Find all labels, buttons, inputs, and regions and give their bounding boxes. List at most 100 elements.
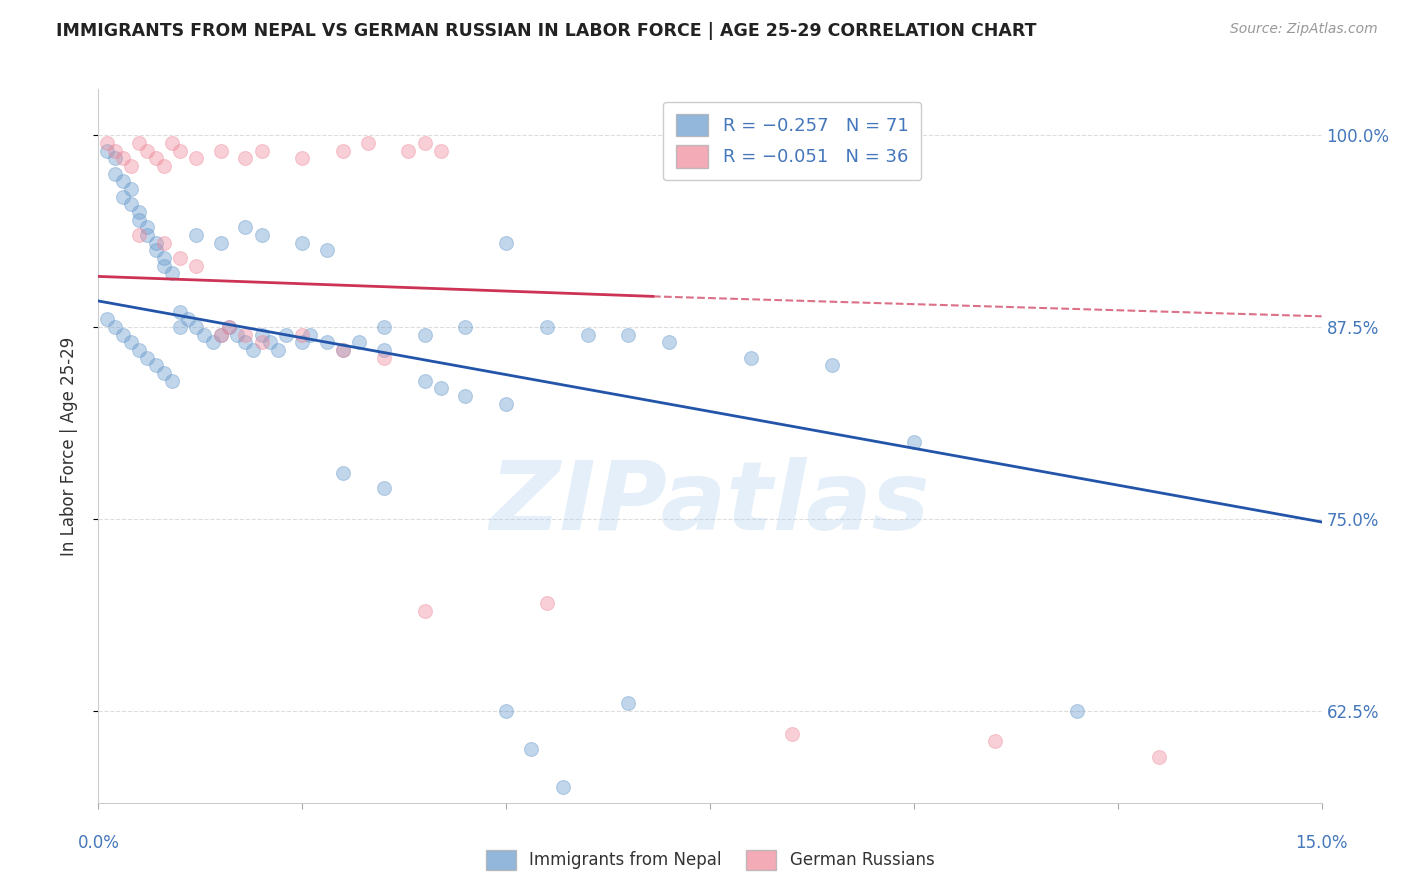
Point <box>145 359 167 373</box>
Text: 15.0%: 15.0% <box>1295 834 1348 852</box>
Point <box>413 327 436 342</box>
Text: ZIPatlas: ZIPatlas <box>489 457 931 549</box>
Point <box>169 304 191 318</box>
Point <box>233 327 256 342</box>
Point <box>169 320 191 334</box>
Point <box>145 235 167 250</box>
Point <box>413 374 436 388</box>
Point <box>315 335 337 350</box>
Point <box>332 343 354 357</box>
Point <box>226 327 249 342</box>
Point <box>177 312 200 326</box>
Point <box>152 259 174 273</box>
Point <box>356 136 378 150</box>
Point <box>136 227 159 242</box>
Point <box>96 312 118 326</box>
Point <box>242 343 264 357</box>
Point <box>120 159 142 173</box>
Point <box>780 727 803 741</box>
Point <box>259 335 281 350</box>
Point <box>186 259 208 273</box>
Point <box>160 136 183 150</box>
Point <box>120 197 142 211</box>
Point <box>186 320 208 334</box>
Point <box>218 320 240 334</box>
Point <box>186 151 208 165</box>
Point <box>495 704 517 718</box>
Point <box>104 167 127 181</box>
Point <box>267 343 290 357</box>
Point <box>111 327 134 342</box>
Point <box>1147 749 1170 764</box>
Point <box>903 435 925 450</box>
Point <box>145 151 167 165</box>
Point <box>740 351 762 365</box>
Point <box>96 144 118 158</box>
Point <box>315 244 337 258</box>
Point <box>209 327 232 342</box>
Point <box>553 780 575 795</box>
Point <box>160 374 183 388</box>
Point <box>136 144 159 158</box>
Point <box>136 220 159 235</box>
Point <box>291 235 314 250</box>
Point <box>145 244 167 258</box>
Point <box>332 343 354 357</box>
Point <box>332 466 354 480</box>
Point <box>160 266 183 280</box>
Point <box>984 734 1007 748</box>
Point <box>250 327 273 342</box>
Text: IMMIGRANTS FROM NEPAL VS GERMAN RUSSIAN IN LABOR FORCE | AGE 25-29 CORRELATION C: IMMIGRANTS FROM NEPAL VS GERMAN RUSSIAN … <box>56 22 1036 40</box>
Point <box>169 251 191 265</box>
Point <box>274 327 297 342</box>
Point <box>128 212 150 227</box>
Point <box>373 351 395 365</box>
Point <box>250 335 273 350</box>
Point <box>495 235 517 250</box>
Point <box>617 327 640 342</box>
Point <box>104 151 127 165</box>
Point <box>454 320 477 334</box>
Point <box>169 144 191 158</box>
Point <box>332 144 354 158</box>
Point <box>291 327 314 342</box>
Point <box>186 227 208 242</box>
Point <box>218 320 240 334</box>
Point <box>209 144 232 158</box>
Point <box>250 227 273 242</box>
Point <box>396 144 419 158</box>
Point <box>373 320 395 334</box>
Point <box>821 359 844 373</box>
Y-axis label: In Labor Force | Age 25-29: In Labor Force | Age 25-29 <box>59 336 77 556</box>
Point <box>120 335 142 350</box>
Point <box>111 151 134 165</box>
Point <box>201 335 224 350</box>
Point <box>495 397 517 411</box>
Text: 0.0%: 0.0% <box>77 834 120 852</box>
Point <box>299 327 322 342</box>
Point <box>152 251 174 265</box>
Point <box>1066 704 1088 718</box>
Point <box>233 220 256 235</box>
Point <box>152 159 174 173</box>
Point <box>136 351 159 365</box>
Point <box>193 327 215 342</box>
Point <box>617 696 640 710</box>
Point <box>349 335 371 350</box>
Point <box>291 335 314 350</box>
Point <box>291 151 314 165</box>
Point <box>152 235 174 250</box>
Point <box>128 343 150 357</box>
Point <box>233 151 256 165</box>
Point <box>96 136 118 150</box>
Legend: Immigrants from Nepal, German Russians: Immigrants from Nepal, German Russians <box>479 843 941 877</box>
Point <box>104 144 127 158</box>
Point <box>536 320 558 334</box>
Text: Source: ZipAtlas.com: Source: ZipAtlas.com <box>1230 22 1378 37</box>
Point <box>576 327 599 342</box>
Point <box>454 389 477 403</box>
Point <box>128 136 150 150</box>
Point <box>430 381 453 395</box>
Point <box>104 320 127 334</box>
Point <box>250 144 273 158</box>
